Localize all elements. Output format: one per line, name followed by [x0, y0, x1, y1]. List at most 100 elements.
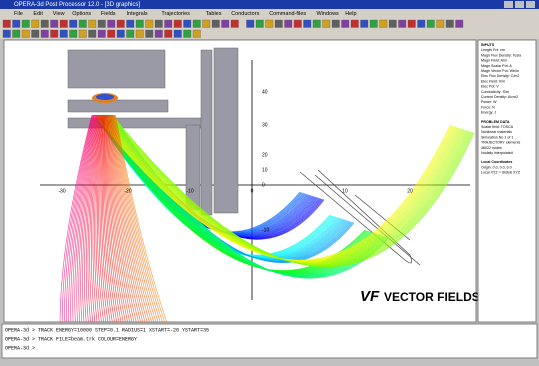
toolbar-button[interactable]: [117, 30, 125, 38]
panel-line: Magn Field: A/m: [481, 59, 507, 63]
toolbar-button[interactable]: [127, 30, 135, 38]
toolbar-button[interactable]: [22, 20, 30, 28]
panel-heading: Local Coordinates: [481, 160, 512, 164]
toolbar-button[interactable]: [184, 20, 192, 28]
toolbar-button[interactable]: [60, 20, 68, 28]
command-line: OPERA-3d > TRACK FILE=beam.trk COLOUR=EN…: [5, 336, 137, 342]
y-axis-label: 40: [262, 89, 268, 95]
toolbar-button[interactable]: [155, 20, 163, 28]
x-axis-label: -10: [186, 188, 193, 194]
toolbar-button[interactable]: [60, 30, 68, 38]
toolbar-button[interactable]: [136, 20, 144, 28]
toolbar-button[interactable]: [108, 30, 116, 38]
toolbar-button[interactable]: [32, 20, 40, 28]
toolbar-button[interactable]: [231, 20, 239, 28]
toolbar-button[interactable]: [427, 20, 435, 28]
toolbar-button[interactable]: [41, 20, 49, 28]
toolbar-button[interactable]: [108, 20, 116, 28]
toolbar-button[interactable]: [323, 20, 331, 28]
panel-line: Local XYZ = Global XYZ: [481, 171, 521, 175]
menu-item[interactable]: Conductors: [231, 11, 259, 17]
toolbar-button[interactable]: [342, 20, 350, 28]
body: OPERA-3d Post Processor 12.0 - [3D graph…: [0, 0, 539, 361]
toolbar-button[interactable]: [247, 20, 255, 28]
toolbar-button[interactable]: [212, 20, 220, 28]
toolbar-button[interactable]: [266, 20, 274, 28]
command-line[interactable]: OPERA-3d >: [5, 345, 35, 351]
menu-item[interactable]: Edit: [33, 11, 43, 17]
toolbar-button[interactable]: [51, 20, 59, 28]
toolbar-button[interactable]: [203, 20, 211, 28]
toolbar-button[interactable]: [222, 20, 230, 28]
toolbar-button[interactable]: [446, 20, 454, 28]
menu-item[interactable]: View: [53, 11, 65, 17]
toolbar-button[interactable]: [165, 30, 173, 38]
toolbar-button[interactable]: [70, 30, 78, 38]
toolbar-button[interactable]: [136, 30, 144, 38]
toolbar-button[interactable]: [3, 20, 11, 28]
menu-item[interactable]: Command-files: [269, 11, 306, 17]
toolbar-button[interactable]: [304, 20, 312, 28]
toolbar-button[interactable]: [361, 20, 369, 28]
toolbar-button[interactable]: [13, 30, 21, 38]
toolbar-button[interactable]: [117, 20, 125, 28]
toolbar-button[interactable]: [193, 30, 201, 38]
toolbar-button[interactable]: [146, 20, 154, 28]
toolbar-button[interactable]: [174, 20, 182, 28]
toolbar-button[interactable]: [51, 30, 59, 38]
toolbar-button[interactable]: [184, 30, 192, 38]
panel-line: Conductivity: S/m: [481, 90, 509, 94]
toolbar-button[interactable]: [32, 30, 40, 38]
toolbar-button[interactable]: [98, 20, 106, 28]
toolbar-button[interactable]: [380, 20, 388, 28]
toolbar-button[interactable]: [193, 20, 201, 28]
toolbar-button[interactable]: [275, 20, 283, 28]
menu-item[interactable]: Tables: [206, 11, 222, 17]
toolbar-button[interactable]: [3, 30, 11, 38]
toolbar-button[interactable]: [174, 30, 182, 38]
menu-item[interactable]: File: [14, 11, 23, 17]
menu-item[interactable]: Options: [72, 11, 91, 17]
toolbar-button[interactable]: [41, 30, 49, 38]
toolbar-button[interactable]: [127, 20, 135, 28]
y-axis-label: 0: [262, 182, 265, 188]
menu-item[interactable]: Help: [345, 11, 356, 17]
maximize-button[interactable]: [515, 1, 524, 8]
toolbar-button[interactable]: [408, 20, 416, 28]
logo-text: VECTOR FIELDS: [384, 290, 480, 304]
panel-line: Origin: 0.0, 0.0, 0.0: [481, 165, 512, 169]
minimize-button[interactable]: [504, 1, 513, 8]
toolbar-button[interactable]: [79, 20, 87, 28]
toolbar-button[interactable]: [165, 20, 173, 28]
toolbar-button[interactable]: [285, 20, 293, 28]
toolbar-button[interactable]: [399, 20, 407, 28]
toolbar-button[interactable]: [437, 20, 445, 28]
toolbar-button[interactable]: [146, 30, 154, 38]
panel-line: Elec Flux Density: C/m2: [481, 74, 519, 78]
toolbar-button[interactable]: [256, 20, 264, 28]
toolbar-button[interactable]: [79, 30, 87, 38]
toolbar-button[interactable]: [418, 20, 426, 28]
command-line: OPERA-3d > TRACK ENERGY=10000 STEP=0.1 R…: [5, 327, 209, 333]
toolbar-button[interactable]: [456, 20, 464, 28]
toolbar-button[interactable]: [313, 20, 321, 28]
toolbar-button[interactable]: [370, 20, 378, 28]
menu-item[interactable]: Integrals: [127, 11, 148, 17]
toolbar-button[interactable]: [89, 20, 97, 28]
toolbar-button[interactable]: [22, 30, 30, 38]
menu-item[interactable]: Windows: [317, 11, 340, 17]
toolbar-button[interactable]: [70, 20, 78, 28]
toolbar-button[interactable]: [294, 20, 302, 28]
menu-item[interactable]: Trajectories: [161, 11, 190, 17]
toolbar-button[interactable]: [389, 20, 397, 28]
logo-mark: VF: [360, 288, 380, 305]
toolbar-button[interactable]: [89, 30, 97, 38]
toolbar-button[interactable]: [332, 20, 340, 28]
close-button[interactable]: [526, 1, 535, 8]
toolbar-button[interactable]: [155, 30, 163, 38]
toolbar-button[interactable]: [351, 20, 359, 28]
menu-item[interactable]: Fields: [101, 11, 116, 17]
toolbar-button[interactable]: [98, 30, 106, 38]
toolbar-button[interactable]: [13, 20, 21, 28]
x-axis-label: 20: [407, 188, 413, 194]
